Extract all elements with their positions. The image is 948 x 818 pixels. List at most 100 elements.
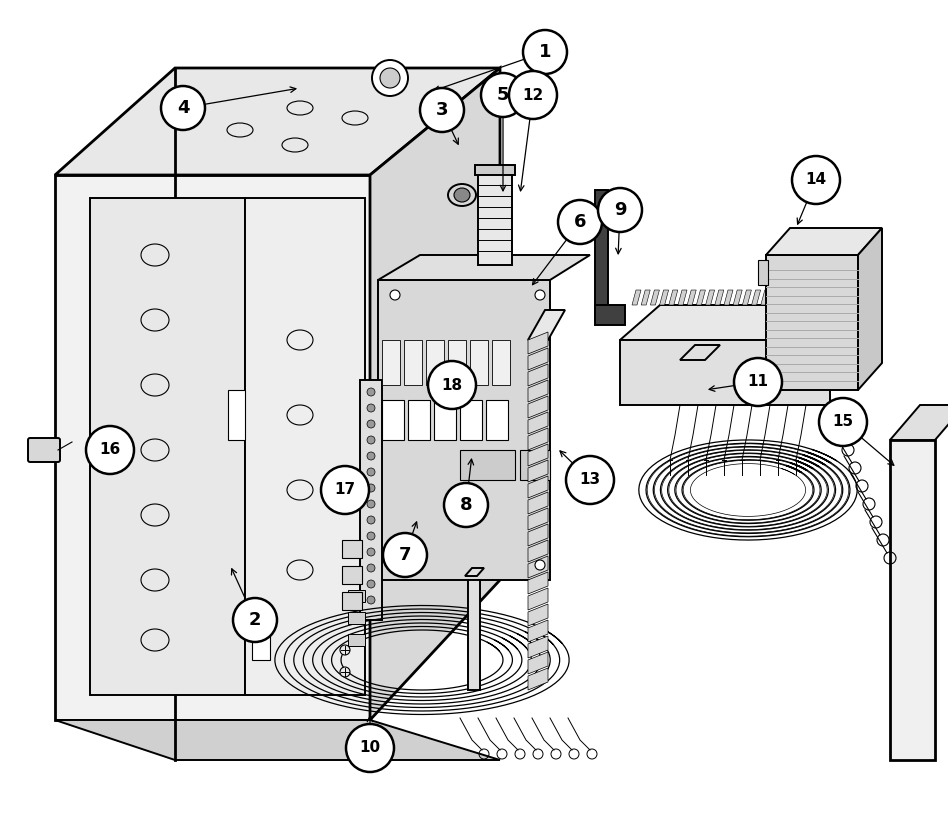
- Polygon shape: [528, 412, 548, 434]
- Text: 5: 5: [497, 86, 509, 104]
- Circle shape: [367, 388, 375, 396]
- Polygon shape: [528, 508, 548, 530]
- Polygon shape: [528, 604, 548, 626]
- Circle shape: [558, 200, 602, 244]
- Polygon shape: [378, 280, 550, 580]
- Polygon shape: [460, 450, 515, 480]
- Circle shape: [340, 667, 350, 677]
- Circle shape: [367, 452, 375, 460]
- Circle shape: [566, 456, 614, 504]
- Circle shape: [367, 564, 375, 572]
- Polygon shape: [528, 588, 548, 610]
- Text: 7: 7: [399, 546, 411, 564]
- Polygon shape: [370, 68, 500, 720]
- Polygon shape: [55, 175, 370, 720]
- Polygon shape: [752, 290, 760, 305]
- Ellipse shape: [454, 188, 470, 202]
- Polygon shape: [252, 620, 270, 660]
- Text: 11: 11: [748, 375, 769, 389]
- Polygon shape: [342, 592, 362, 610]
- Polygon shape: [758, 365, 768, 390]
- Polygon shape: [360, 380, 382, 620]
- Circle shape: [509, 71, 557, 119]
- Polygon shape: [528, 620, 548, 642]
- Polygon shape: [478, 170, 512, 265]
- Polygon shape: [528, 380, 548, 402]
- Circle shape: [420, 88, 464, 132]
- Circle shape: [367, 484, 375, 492]
- Polygon shape: [650, 290, 660, 305]
- Text: 10: 10: [359, 740, 380, 756]
- Polygon shape: [770, 290, 779, 305]
- Polygon shape: [528, 444, 548, 466]
- Polygon shape: [687, 290, 696, 305]
- Circle shape: [390, 290, 400, 300]
- Polygon shape: [668, 290, 678, 305]
- Polygon shape: [55, 720, 500, 760]
- Polygon shape: [733, 290, 742, 305]
- Polygon shape: [528, 428, 548, 450]
- Polygon shape: [448, 340, 466, 385]
- Polygon shape: [705, 290, 715, 305]
- Polygon shape: [528, 492, 548, 514]
- Polygon shape: [342, 566, 362, 584]
- Circle shape: [367, 596, 375, 604]
- Polygon shape: [632, 290, 641, 305]
- Circle shape: [523, 30, 567, 74]
- Polygon shape: [528, 364, 548, 386]
- Polygon shape: [678, 290, 687, 305]
- Polygon shape: [715, 290, 724, 305]
- Polygon shape: [890, 440, 935, 760]
- Polygon shape: [426, 340, 444, 385]
- Circle shape: [734, 358, 782, 406]
- Polygon shape: [528, 636, 548, 658]
- Text: 8: 8: [460, 496, 472, 514]
- Polygon shape: [797, 290, 807, 305]
- Polygon shape: [434, 400, 456, 440]
- Polygon shape: [342, 540, 362, 558]
- Circle shape: [346, 724, 394, 772]
- Circle shape: [598, 188, 642, 232]
- Polygon shape: [245, 198, 365, 695]
- Polygon shape: [528, 476, 548, 498]
- Circle shape: [367, 500, 375, 508]
- Polygon shape: [528, 668, 548, 690]
- Circle shape: [481, 73, 525, 117]
- Circle shape: [367, 516, 375, 524]
- Polygon shape: [528, 556, 548, 578]
- Polygon shape: [528, 310, 565, 340]
- Text: 12: 12: [522, 88, 543, 102]
- Polygon shape: [807, 290, 816, 305]
- Polygon shape: [858, 228, 882, 390]
- Text: 16: 16: [100, 443, 120, 457]
- Polygon shape: [528, 540, 548, 562]
- Polygon shape: [404, 340, 422, 385]
- Polygon shape: [742, 290, 752, 305]
- Circle shape: [321, 466, 369, 514]
- Polygon shape: [408, 400, 430, 440]
- Polygon shape: [528, 652, 548, 674]
- Circle shape: [161, 86, 205, 130]
- Polygon shape: [378, 255, 590, 280]
- Text: 6: 6: [574, 213, 586, 231]
- Text: 15: 15: [832, 415, 853, 429]
- Polygon shape: [492, 340, 510, 385]
- Polygon shape: [520, 450, 550, 480]
- Polygon shape: [680, 345, 720, 360]
- Polygon shape: [758, 260, 768, 285]
- Polygon shape: [348, 590, 365, 602]
- Text: 3: 3: [436, 101, 448, 119]
- Polygon shape: [486, 400, 508, 440]
- Text: 2: 2: [248, 611, 262, 629]
- Polygon shape: [724, 290, 733, 305]
- Polygon shape: [468, 580, 480, 690]
- Circle shape: [367, 420, 375, 428]
- Circle shape: [535, 560, 545, 570]
- Polygon shape: [697, 290, 705, 305]
- Polygon shape: [620, 305, 870, 340]
- Polygon shape: [348, 612, 365, 624]
- Polygon shape: [660, 290, 668, 305]
- Polygon shape: [595, 190, 608, 320]
- Circle shape: [372, 60, 408, 96]
- Polygon shape: [528, 348, 548, 370]
